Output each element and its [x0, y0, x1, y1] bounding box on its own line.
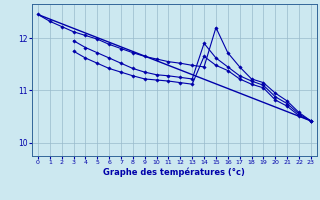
X-axis label: Graphe des températures (°c): Graphe des températures (°c)	[103, 168, 245, 177]
